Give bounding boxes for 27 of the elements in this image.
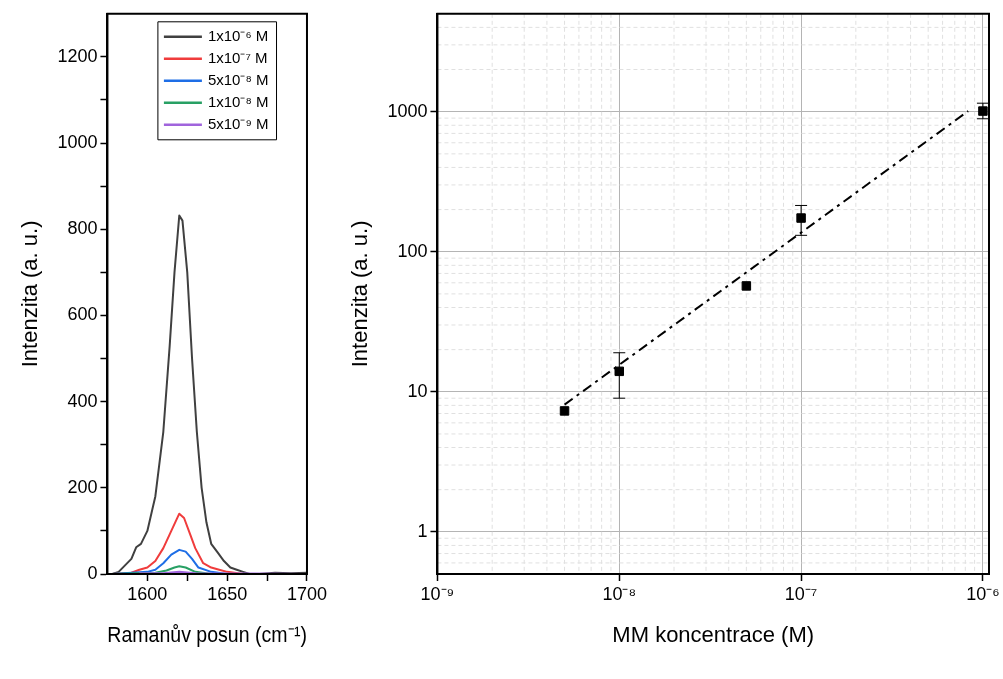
y-tick-label: 10	[407, 380, 428, 401]
x-tick-label: 10⁻⁶	[966, 583, 1000, 604]
legend-label: 1x10⁻⁷ M	[207, 48, 268, 66]
x-tick-label: 10⁻⁹	[420, 583, 455, 604]
x-tick-label: 1700	[286, 583, 327, 604]
legend-label: 1x10⁻⁶ M	[207, 26, 269, 44]
x-tick-label: 10⁻⁸	[602, 583, 637, 604]
legend-label: 5x10⁻⁹ M	[207, 114, 269, 132]
y-tick-label: 200	[67, 476, 98, 497]
y-tick-label: 600	[67, 304, 98, 325]
y-tick-label: 0	[87, 562, 98, 583]
y-tick-label: 1200	[57, 45, 98, 66]
y-tick-label: 1000	[387, 100, 428, 121]
x-tick-label: 1650	[207, 583, 248, 604]
y-axis-title: Intenzita (a. u.)	[347, 220, 373, 368]
legend-label: 5x10⁻⁸ M	[207, 70, 269, 88]
x-tick-label: 1600	[127, 583, 168, 604]
x-axis-title: Ramanův posun (cm⁻¹)	[107, 621, 308, 647]
y-axis-title: Intenzita (a. u.)	[17, 220, 43, 368]
y-tick-label: 100	[397, 240, 428, 261]
y-tick-label: 800	[67, 218, 98, 239]
x-axis-title: MM koncentrace (M)	[612, 621, 815, 647]
y-tick-label: 1000	[57, 132, 98, 153]
y-tick-label: 400	[67, 390, 98, 411]
legend-label: 1x10⁻⁸ M	[207, 92, 269, 110]
x-tick-label: 10⁻⁷	[784, 583, 818, 604]
y-tick-label: 1	[417, 520, 428, 541]
